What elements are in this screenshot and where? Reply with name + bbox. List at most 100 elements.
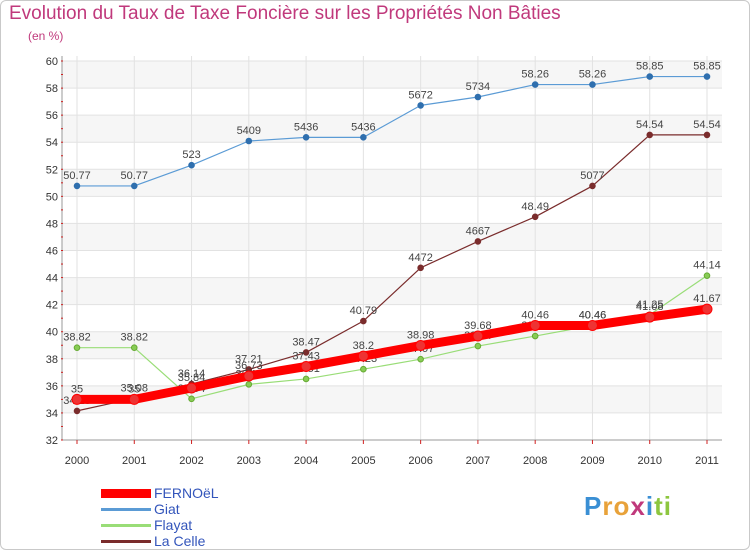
data-label: 36.14 xyxy=(178,368,206,380)
legend-label: Flayat xyxy=(154,517,193,533)
data-point xyxy=(417,102,424,109)
series-ferno-l: 35 35 35.84 36.73 37.43 38.2 38.98 39.68 40.46 40… xyxy=(71,293,721,405)
x-tick-label: 2008 xyxy=(523,455,547,467)
proxiti-logo: Proxiti xyxy=(584,491,672,522)
data-label: 40.46 xyxy=(579,309,607,321)
data-point xyxy=(589,81,596,88)
data-label: 35 xyxy=(71,383,83,395)
data-label: 50.77 xyxy=(121,170,149,182)
data-point xyxy=(360,134,367,141)
data-point xyxy=(128,393,140,405)
data-point xyxy=(701,303,713,315)
y-tick-label: 34 xyxy=(46,408,58,420)
data-label: 38.98 xyxy=(407,330,435,342)
data-label: 37.21 xyxy=(235,353,263,365)
data-label: 39.68 xyxy=(464,320,492,332)
legend-swatch xyxy=(101,489,151,498)
y-tick-label: 42 xyxy=(46,300,58,312)
y-tick-label: 58 xyxy=(46,83,58,95)
x-tick-label: 2006 xyxy=(408,455,432,467)
data-label: 37.43 xyxy=(292,351,320,363)
data-point xyxy=(417,264,424,272)
data-label: 48.49 xyxy=(521,201,549,213)
data-label: 4667 xyxy=(466,225,490,237)
plot-band xyxy=(62,277,722,305)
chart-subtitle: (en %) xyxy=(28,29,64,43)
data-label: 41.08 xyxy=(636,301,664,313)
data-label: 54.54 xyxy=(636,119,664,131)
data-label: 5077 xyxy=(580,170,604,182)
data-point xyxy=(357,350,369,362)
data-point xyxy=(188,161,195,169)
legend-label: Giat xyxy=(154,501,180,517)
legend-item: FERNOëL xyxy=(101,485,301,501)
data-point xyxy=(188,395,195,403)
data-point xyxy=(302,134,310,141)
y-tick-label: 38 xyxy=(46,354,58,366)
logo-letter: t xyxy=(654,491,664,521)
data-point xyxy=(703,131,711,139)
y-tick-label: 50 xyxy=(46,191,58,203)
legend-label: La Celle xyxy=(154,533,206,549)
data-label: 40.46 xyxy=(521,309,549,321)
x-tick-label: 2001 xyxy=(122,455,146,467)
legend-item: Giat xyxy=(101,501,301,517)
plot-background xyxy=(62,61,722,413)
y-tick-label: 48 xyxy=(46,218,58,230)
data-label: 4472 xyxy=(408,252,432,264)
legend-label: FERNOëL xyxy=(154,485,219,501)
x-tick-label: 2002 xyxy=(179,455,203,467)
y-tick-label: 56 xyxy=(46,110,58,122)
data-point xyxy=(531,81,539,88)
legend-swatch xyxy=(101,524,151,527)
x-tick-label: 2005 xyxy=(351,455,375,467)
data-label: 38.2 xyxy=(353,340,374,352)
data-point xyxy=(360,365,367,373)
plot-band xyxy=(62,115,722,143)
data-label: 41.67 xyxy=(693,293,721,305)
plot-band xyxy=(62,169,722,197)
data-label: 38.47 xyxy=(292,336,320,348)
chart-title: Evolution du Taux de Taxe Foncière sur l… xyxy=(9,3,561,24)
data-point xyxy=(360,317,367,325)
legend-swatch xyxy=(101,540,151,543)
data-point xyxy=(130,344,138,351)
y-tick-label: 36 xyxy=(46,381,58,393)
data-label: 5436 xyxy=(294,121,318,133)
data-point xyxy=(589,182,596,190)
logo-letter: o xyxy=(613,491,631,521)
legend-swatch xyxy=(101,508,151,511)
logo-letter: r xyxy=(602,491,614,521)
data-point xyxy=(529,319,541,331)
data-point xyxy=(472,330,484,342)
data-point xyxy=(646,73,654,80)
legend: FERNOëL Giat Flayat La Celle xyxy=(101,485,301,549)
data-point xyxy=(474,93,482,101)
logo-letter: x xyxy=(630,491,646,521)
data-label: 38.82 xyxy=(121,332,149,344)
data-point xyxy=(586,319,598,331)
data-label: 38.82 xyxy=(63,332,91,344)
gridlines: 32 34 36 38 40 42 44 46 48 50 52 54 56 58 60 2000 2001 20… xyxy=(46,56,722,467)
data-label: 35 xyxy=(128,383,140,395)
y-tick-label: 32 xyxy=(46,435,58,447)
logo-letter: i xyxy=(645,491,655,521)
x-tick-label: 2003 xyxy=(237,455,261,467)
y-tick-label: 60 xyxy=(46,56,58,68)
data-label: 54.54 xyxy=(693,119,721,131)
data-point xyxy=(186,382,198,394)
data-point xyxy=(417,355,424,363)
logo-letter: P xyxy=(584,491,603,521)
data-label: 5672 xyxy=(408,89,432,101)
data-label: 40.79 xyxy=(350,305,378,317)
x-tick-label: 2000 xyxy=(65,455,89,467)
data-label: 44.14 xyxy=(693,260,721,272)
data-point xyxy=(531,332,539,340)
y-tick-label: 40 xyxy=(46,327,58,339)
series-line xyxy=(72,304,712,404)
data-point xyxy=(302,375,310,383)
data-point xyxy=(415,340,427,352)
data-point xyxy=(245,381,253,388)
data-label: 58.26 xyxy=(521,69,549,81)
